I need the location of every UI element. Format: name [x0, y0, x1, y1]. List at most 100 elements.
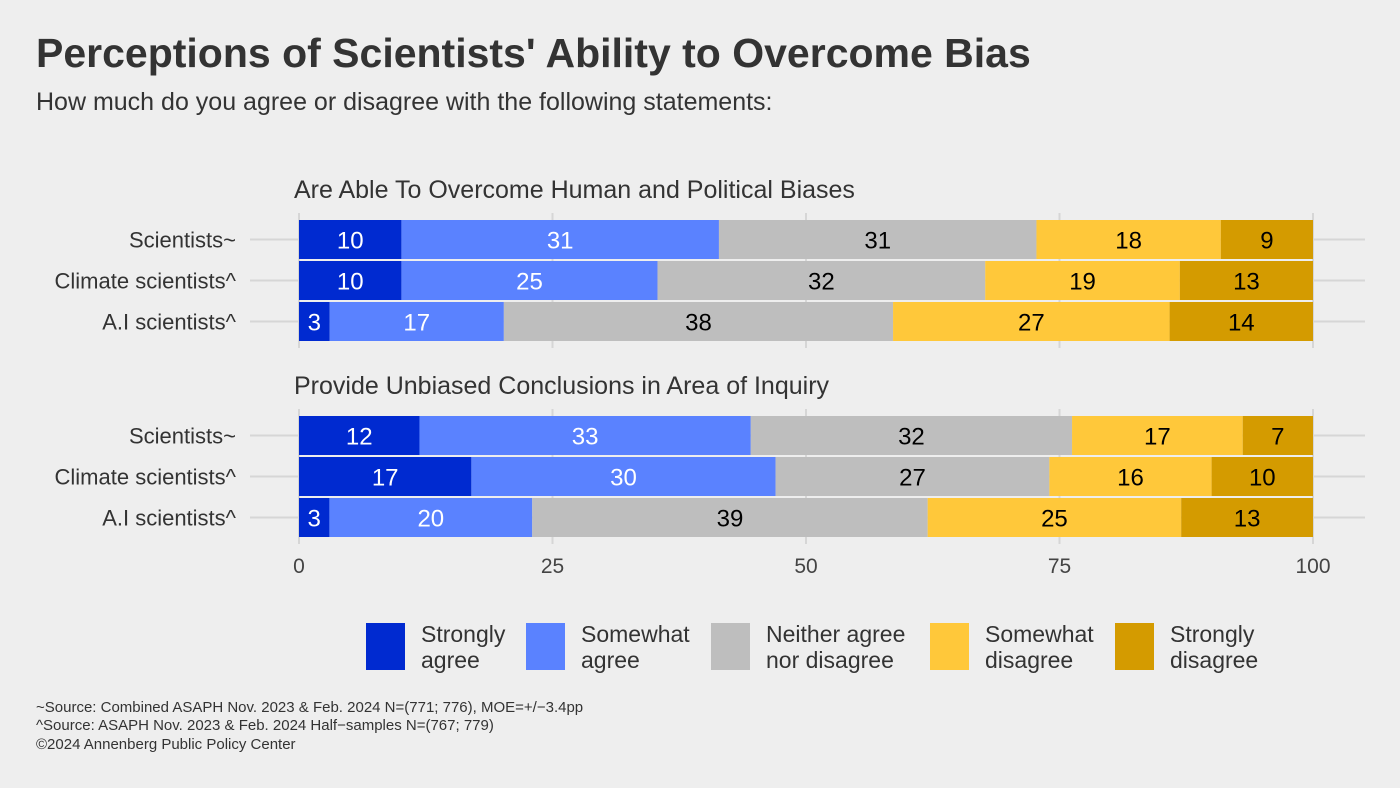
data-label: 10	[1249, 465, 1276, 492]
data-label: 7	[1271, 424, 1284, 451]
bar-segment	[985, 261, 1180, 300]
bar-segment	[299, 261, 402, 300]
category-label: Scientists~	[129, 424, 236, 449]
x-tick-label: 50	[794, 555, 817, 578]
bar-segment	[503, 302, 894, 341]
legend-label: Strongly	[421, 621, 506, 647]
data-label: 27	[1018, 310, 1045, 337]
bar-segment	[1181, 498, 1313, 537]
legend-swatch	[930, 623, 969, 670]
bar-segment	[1072, 416, 1243, 455]
x-tick-label: 25	[541, 555, 564, 578]
legend-swatch	[526, 623, 565, 670]
bar-segment	[299, 457, 472, 496]
data-label: 14	[1228, 310, 1255, 337]
data-label: 3	[308, 310, 321, 337]
data-label: 17	[1144, 424, 1171, 451]
data-label: 27	[899, 465, 926, 492]
chart-title: Perceptions of Scientists' Ability to Ov…	[36, 30, 1031, 76]
category-label: A.I scientists^	[102, 310, 236, 335]
bar-segment	[401, 220, 719, 259]
data-label: 38	[685, 310, 712, 337]
legend-label: Neither agree	[766, 621, 905, 647]
data-label: 9	[1260, 228, 1273, 255]
data-label: 25	[516, 269, 543, 296]
legend-label: Somewhat	[985, 621, 1094, 647]
bar-segment	[1179, 261, 1313, 300]
bar-segment	[329, 498, 533, 537]
bar-segment	[893, 302, 1170, 341]
bar-segment	[1242, 416, 1313, 455]
bar-segment	[657, 261, 986, 300]
bar-segment	[1036, 220, 1221, 259]
bar-segment	[775, 457, 1050, 496]
bar-segment	[927, 498, 1182, 537]
bar-segment	[471, 457, 776, 496]
bar-segment	[718, 220, 1037, 259]
legend-label: disagree	[985, 647, 1073, 673]
bar-segment	[1049, 457, 1212, 496]
data-label: 17	[372, 465, 399, 492]
legend-label: agree	[581, 647, 640, 673]
legend-label: Somewhat	[581, 621, 690, 647]
panel-2: Provide Unbiased Conclusions in Area of …	[55, 372, 1365, 544]
x-tick-label: 0	[293, 555, 305, 578]
panel-title: Provide Unbiased Conclusions in Area of …	[294, 372, 830, 400]
x-tick-label: 100	[1295, 555, 1330, 578]
data-label: 25	[1041, 506, 1068, 533]
bar-segment	[419, 416, 751, 455]
category-label: A.I scientists^	[102, 506, 236, 531]
footnote-1: ~Source: Combined ASAPH Nov. 2023 & Feb.…	[36, 699, 583, 716]
bar-segment	[299, 220, 402, 259]
data-label: 13	[1234, 506, 1261, 533]
legend-swatch	[711, 623, 750, 670]
bar-segment	[329, 302, 504, 341]
legend-label: agree	[421, 647, 480, 673]
data-label: 10	[337, 228, 364, 255]
bar-segment	[299, 416, 420, 455]
data-label: 3	[308, 506, 321, 533]
footnote-3: ©2024 Annenberg Public Policy Center	[36, 736, 296, 753]
data-label: 39	[717, 506, 744, 533]
category-label: Climate scientists^	[55, 269, 237, 294]
panel-1: Are Able To Overcome Human and Political…	[55, 176, 1365, 348]
bar-segment	[299, 498, 330, 537]
data-label: 18	[1115, 228, 1142, 255]
data-label: 17	[403, 310, 430, 337]
data-label: 31	[547, 228, 574, 255]
legend-label: Strongly	[1170, 621, 1255, 647]
x-tick-label: 75	[1048, 555, 1071, 578]
data-label: 33	[572, 424, 599, 451]
data-label: 31	[864, 228, 891, 255]
chart-subtitle: How much do you agree or disagree with t…	[36, 88, 773, 116]
legend-label: disagree	[1170, 647, 1258, 673]
data-label: 12	[346, 424, 373, 451]
category-label: Climate scientists^	[55, 465, 237, 490]
legend-swatch	[366, 623, 405, 670]
bar-segment	[750, 416, 1073, 455]
bar-segment	[532, 498, 928, 537]
legend-label: nor disagree	[766, 647, 894, 673]
legend-swatch	[1115, 623, 1154, 670]
bar-segment	[1220, 220, 1313, 259]
data-label: 30	[610, 465, 637, 492]
data-label: 10	[337, 269, 364, 296]
data-label: 32	[808, 269, 835, 296]
bar-segment	[1169, 302, 1313, 341]
footnote-2: ^Source: ASAPH Nov. 2023 & Feb. 2024 Hal…	[36, 717, 494, 734]
data-label: 32	[898, 424, 925, 451]
data-label: 19	[1069, 269, 1096, 296]
data-label: 20	[417, 506, 444, 533]
bar-segment	[1211, 457, 1313, 496]
bar-segment	[299, 302, 330, 341]
panel-title: Are Able To Overcome Human and Political…	[294, 176, 855, 204]
category-label: Scientists~	[129, 228, 236, 253]
data-label: 13	[1233, 269, 1260, 296]
